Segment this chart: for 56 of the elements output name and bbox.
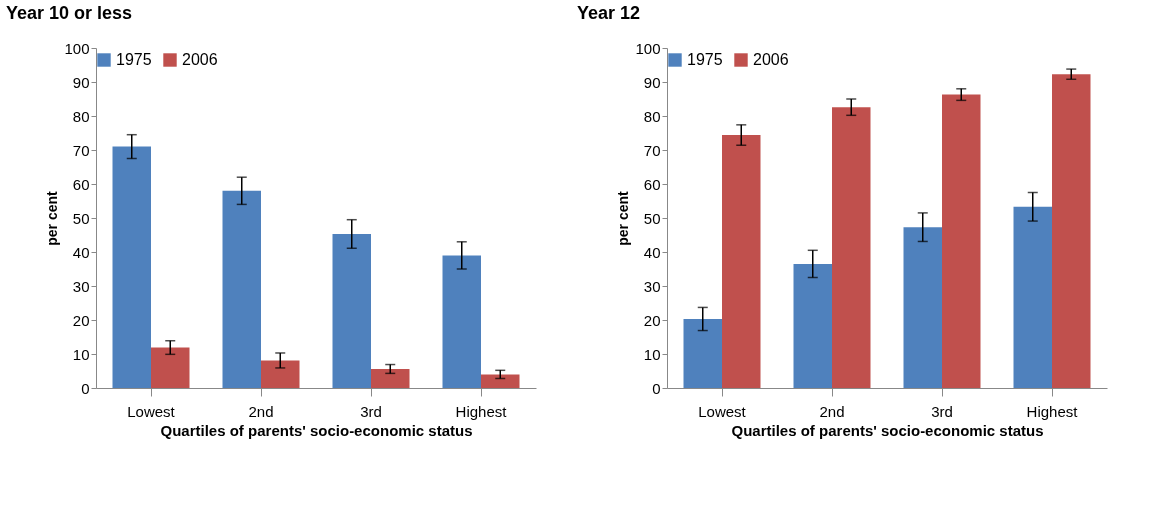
bar: [442, 255, 481, 388]
y-axis-title: per cent: [615, 190, 632, 246]
y-tick-label: 30: [72, 277, 90, 295]
bar: [332, 233, 371, 388]
legend-label: 2006: [753, 51, 789, 68]
y-tick-label: 100: [64, 39, 90, 57]
x-axis-title: Quartiles of parents' socio-economic status: [731, 421, 1044, 439]
y-tick-label: 20: [72, 311, 90, 329]
x-tick-label: Highest: [455, 402, 508, 420]
bar: [481, 374, 520, 388]
y-tick-label: 10: [643, 345, 661, 363]
y-tick-label: 0: [81, 379, 90, 397]
y-tick-label: 70: [72, 141, 90, 159]
y-tick-label: 50: [643, 209, 661, 227]
chart-title: Year 10 or less: [5, 3, 133, 23]
bar: [112, 146, 151, 388]
bar: [1052, 74, 1091, 388]
bar: [371, 368, 410, 388]
x-tick-label: 3rd: [931, 402, 953, 420]
x-tick-label: Highest: [1026, 402, 1079, 420]
y-axis-title: per cent: [44, 190, 61, 246]
y-tick-label: 60: [643, 175, 661, 193]
bar: [942, 94, 981, 388]
x-tick-label: Lowest: [698, 402, 747, 420]
x-tick-label: 2nd: [819, 402, 845, 420]
bar: [832, 107, 871, 388]
y-tick-label: 50: [72, 209, 90, 227]
y-tick-label: 20: [643, 311, 661, 329]
bar: [683, 318, 722, 388]
y-tick-label: 10: [72, 345, 90, 363]
y-tick-label: 60: [72, 175, 90, 193]
bar: [222, 190, 261, 388]
y-tick-label: 40: [72, 243, 90, 261]
bar: [722, 135, 761, 388]
legend-label: 2006: [182, 51, 218, 68]
bar: [1013, 206, 1052, 388]
x-tick-label: 2nd: [248, 402, 274, 420]
y-tick-label: 70: [643, 141, 661, 159]
legend-label: 1975: [687, 51, 723, 68]
x-axis-title: Quartiles of parents' socio-economic status: [160, 421, 473, 439]
y-tick-label: 90: [643, 73, 661, 91]
x-tick-label: 3rd: [360, 402, 382, 420]
bar: [151, 347, 190, 388]
bar: [261, 360, 300, 388]
y-tick-label: 80: [643, 107, 661, 125]
y-tick-label: 80: [72, 107, 90, 125]
y-tick-label: 40: [643, 243, 661, 261]
bar: [793, 263, 832, 388]
y-tick-label: 0: [652, 379, 661, 397]
chart-title: Year 12: [576, 3, 641, 23]
y-tick-label: 30: [643, 277, 661, 295]
x-tick-label: Lowest: [127, 402, 176, 420]
y-tick-label: 90: [72, 73, 90, 91]
legend-label: 1975: [116, 51, 152, 68]
y-tick-label: 100: [635, 39, 661, 57]
bar: [903, 227, 942, 388]
